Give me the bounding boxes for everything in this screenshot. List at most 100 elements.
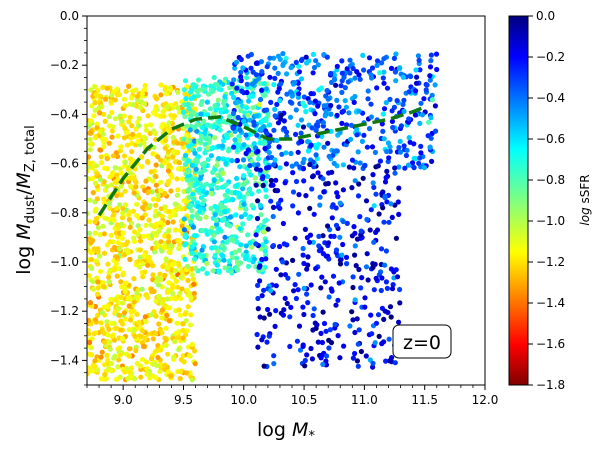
galaxy-point bbox=[89, 103, 95, 109]
galaxy-point bbox=[264, 165, 270, 171]
galaxy-point bbox=[256, 188, 262, 194]
galaxy-point bbox=[387, 358, 393, 364]
galaxy-point bbox=[153, 331, 159, 337]
galaxy-point bbox=[379, 60, 385, 66]
galaxy-point bbox=[290, 189, 297, 195]
galaxy-point bbox=[276, 144, 282, 150]
galaxy-point bbox=[175, 284, 181, 290]
galaxy-point bbox=[153, 112, 159, 118]
galaxy-point bbox=[251, 162, 257, 168]
galaxy-point bbox=[232, 65, 238, 71]
galaxy-point bbox=[175, 89, 181, 95]
galaxy-point bbox=[334, 63, 340, 69]
galaxy-point bbox=[319, 133, 325, 139]
galaxy-point bbox=[339, 120, 345, 126]
galaxy-point bbox=[260, 242, 266, 248]
galaxy-point bbox=[389, 118, 395, 124]
galaxy-point bbox=[157, 347, 164, 353]
galaxy-point bbox=[153, 279, 159, 285]
galaxy-point bbox=[413, 80, 420, 86]
galaxy-point bbox=[372, 340, 378, 346]
galaxy-point bbox=[87, 230, 92, 236]
galaxy-point bbox=[401, 97, 407, 103]
galaxy-point bbox=[261, 315, 267, 321]
galaxy-point bbox=[191, 281, 197, 287]
galaxy-point bbox=[237, 164, 243, 170]
galaxy-point bbox=[394, 274, 401, 280]
galaxy-point bbox=[193, 166, 199, 172]
x-axis-title: log M* bbox=[257, 419, 315, 444]
galaxy-point bbox=[384, 148, 390, 155]
galaxy-point bbox=[242, 211, 248, 217]
galaxy-point bbox=[243, 206, 249, 212]
galaxy-point bbox=[142, 269, 148, 275]
galaxy-point bbox=[354, 69, 360, 75]
galaxy-point bbox=[140, 204, 146, 211]
galaxy-point bbox=[131, 190, 137, 196]
galaxy-point bbox=[179, 286, 185, 292]
galaxy-point bbox=[142, 101, 148, 107]
galaxy-point bbox=[415, 53, 421, 59]
galaxy-point bbox=[148, 169, 154, 175]
galaxy-point bbox=[238, 56, 244, 63]
galaxy-point bbox=[223, 160, 229, 166]
galaxy-point bbox=[231, 94, 237, 101]
galaxy-point bbox=[165, 219, 171, 226]
galaxy-point bbox=[378, 246, 385, 252]
galaxy-point bbox=[106, 274, 112, 280]
galaxy-point bbox=[288, 150, 294, 157]
galaxy-point bbox=[217, 127, 223, 133]
galaxy-point bbox=[126, 119, 132, 125]
galaxy-point bbox=[388, 314, 394, 320]
galaxy-point bbox=[292, 235, 298, 241]
galaxy-point bbox=[98, 160, 104, 166]
galaxy-point bbox=[130, 131, 136, 137]
galaxy-point bbox=[259, 293, 265, 299]
galaxy-point bbox=[153, 221, 159, 227]
galaxy-point bbox=[216, 226, 222, 232]
galaxy-point bbox=[374, 62, 380, 68]
galaxy-point bbox=[325, 180, 331, 187]
galaxy-point bbox=[280, 51, 286, 57]
galaxy-point bbox=[150, 336, 156, 342]
galaxy-point bbox=[111, 267, 118, 273]
galaxy-point bbox=[392, 202, 398, 208]
galaxy-point bbox=[186, 186, 192, 192]
galaxy-point bbox=[216, 155, 222, 162]
galaxy-point bbox=[393, 235, 399, 241]
galaxy-point bbox=[150, 272, 156, 278]
galaxy-point bbox=[98, 320, 104, 326]
galaxy-point bbox=[219, 243, 225, 249]
galaxy-point bbox=[321, 320, 328, 327]
galaxy-point bbox=[245, 232, 251, 238]
galaxy-point bbox=[301, 94, 307, 100]
galaxy-point bbox=[203, 181, 210, 187]
galaxy-point bbox=[348, 136, 354, 142]
galaxy-point bbox=[162, 303, 168, 309]
galaxy-point bbox=[107, 205, 113, 211]
galaxy-point bbox=[189, 101, 195, 107]
galaxy-point bbox=[146, 189, 152, 195]
galaxy-point bbox=[114, 86, 120, 92]
galaxy-point bbox=[296, 63, 302, 69]
galaxy-point bbox=[134, 213, 140, 219]
galaxy-point bbox=[293, 295, 299, 302]
galaxy-point bbox=[108, 232, 114, 238]
galaxy-point bbox=[185, 169, 191, 175]
galaxy-point bbox=[313, 127, 319, 133]
galaxy-point bbox=[383, 279, 389, 285]
galaxy-point bbox=[321, 103, 327, 109]
galaxy-point bbox=[120, 210, 126, 216]
galaxy-point bbox=[355, 363, 361, 369]
galaxy-point bbox=[370, 180, 376, 186]
galaxy-point bbox=[97, 232, 103, 238]
galaxy-point bbox=[228, 237, 234, 243]
galaxy-point bbox=[343, 254, 350, 260]
galaxy-point bbox=[136, 132, 142, 138]
galaxy-point bbox=[321, 189, 327, 195]
galaxy-point bbox=[143, 123, 149, 129]
galaxy-point bbox=[186, 143, 192, 149]
galaxy-point bbox=[110, 153, 117, 159]
galaxy-point bbox=[357, 76, 363, 82]
redshift-annotation: z=0 bbox=[392, 324, 452, 359]
